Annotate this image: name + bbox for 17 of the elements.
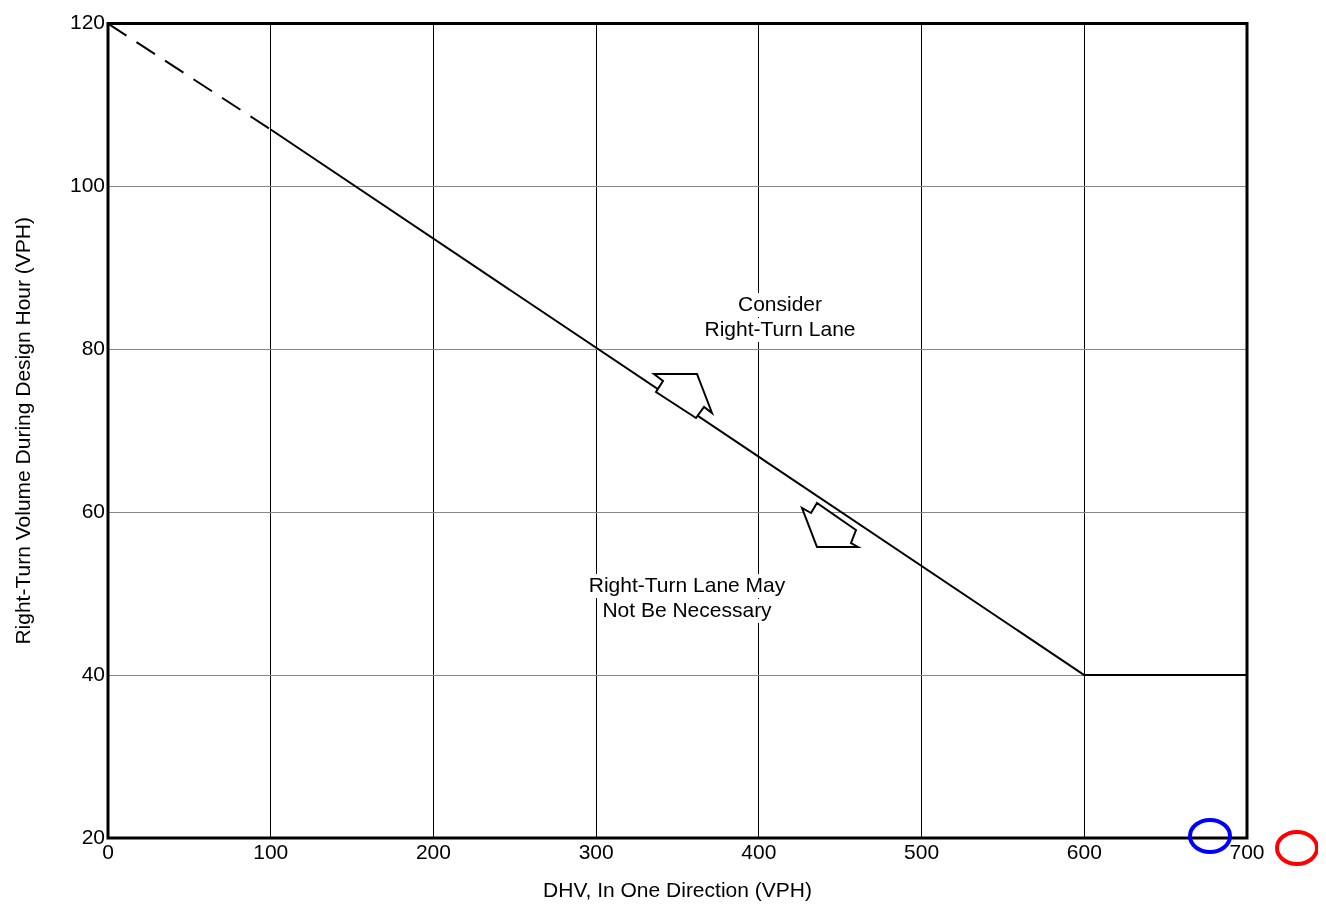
y-tick-label: 120 [69,10,105,34]
y-tick-label: 80 [81,336,105,360]
x-tick-label: 400 [741,840,777,864]
x-tick-label: 200 [415,840,451,864]
x-tick-label: 500 [904,840,940,864]
x-tick-label: 600 [1066,840,1102,864]
y-tick-label: 100 [69,173,105,197]
y-tick-label: 60 [81,499,105,523]
x-tick-label: 100 [253,840,289,864]
y-axis-title: Right-Turn Volume During Design Hour (VPH) [11,217,35,645]
x-axis-title: DHV, In One Direction (VPH) [543,878,812,902]
annotation: Right-Turn Lane May Not Be Necessary [588,572,786,621]
x-tick-label: 300 [578,840,614,864]
annotation: Consider Right-Turn Lane [704,291,856,340]
x-tick-label: 700 [1229,840,1265,864]
y-tick-label: 20 [81,824,105,848]
y-tick-label: 40 [81,661,105,685]
